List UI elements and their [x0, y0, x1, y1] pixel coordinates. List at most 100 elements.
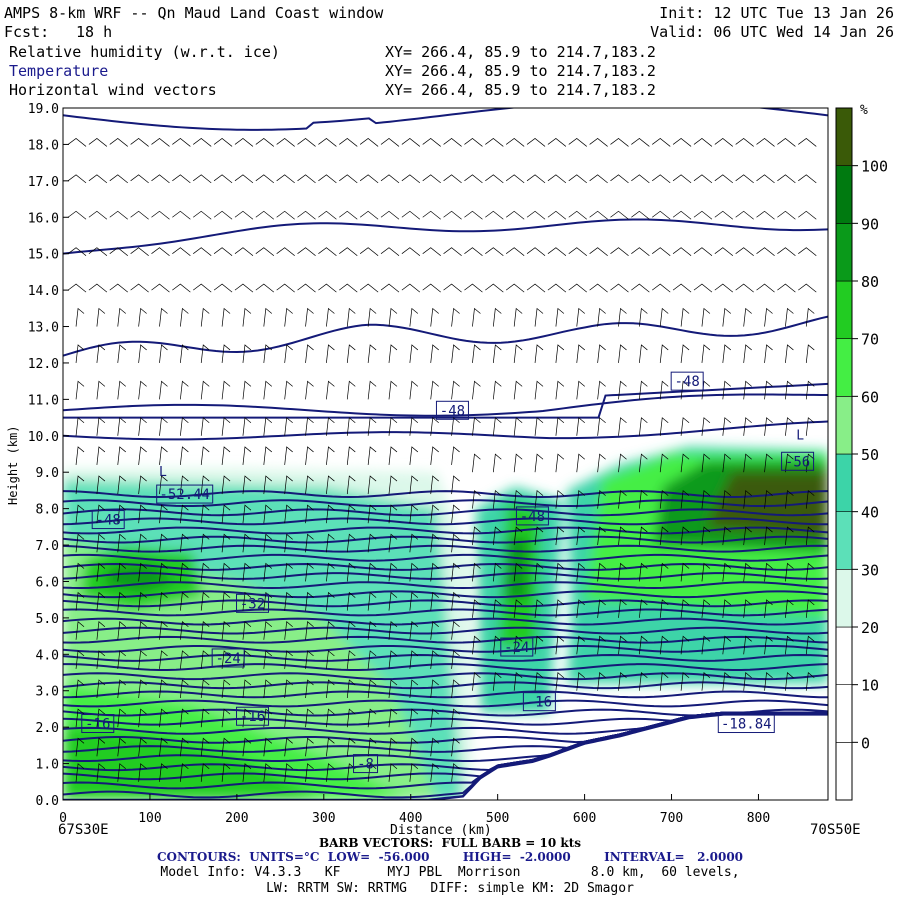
wind-barb	[180, 504, 189, 524]
wind-barb	[159, 708, 168, 728]
wind-barb	[693, 283, 713, 293]
colorbar-band	[835, 165, 853, 224]
colorbar-tick-label: 50	[861, 446, 879, 464]
wind-barb	[213, 283, 233, 293]
wind-barb	[451, 504, 460, 524]
wind-barb	[263, 307, 273, 327]
wind-barb	[297, 247, 316, 256]
wind-barb	[221, 475, 231, 495]
wind-barb	[213, 174, 233, 184]
wind-barb	[576, 307, 585, 327]
wind-barb	[722, 417, 732, 436]
wind-barb	[652, 283, 671, 293]
isotherm-lower-9	[63, 708, 828, 717]
wind-barb	[117, 708, 126, 728]
wind-barb	[472, 599, 481, 618]
wind-barb	[680, 380, 690, 400]
wind-barb	[547, 247, 567, 256]
wind-barb	[359, 174, 379, 184]
wind-barb	[159, 737, 168, 757]
wind-barb	[388, 650, 398, 669]
wind-barb	[589, 137, 608, 147]
wind-barb	[693, 137, 713, 147]
wind-barb	[326, 737, 335, 757]
wind-barb	[367, 533, 377, 553]
wind-barb	[380, 247, 400, 256]
wind-barb	[576, 672, 585, 691]
isotherm-lower-23	[63, 581, 828, 590]
wind-barb	[96, 621, 106, 640]
wind-barb	[743, 562, 752, 582]
wind-barb	[513, 307, 523, 327]
y-tick-label: 0.0	[36, 794, 59, 809]
isotherm-lower-16	[63, 644, 828, 653]
wind-barb	[618, 344, 627, 363]
wind-barb	[451, 533, 460, 553]
wind-barb	[380, 174, 400, 184]
wind-barb	[367, 504, 377, 524]
wind-barb	[701, 489, 711, 509]
colorbar-tick-label: 40	[861, 504, 879, 522]
wind-barb	[472, 562, 481, 582]
wind-barb	[117, 307, 126, 327]
wind-barb	[263, 650, 273, 669]
wind-barb	[242, 621, 252, 640]
wind-barb	[159, 446, 168, 465]
x-tick-label: 700	[660, 811, 683, 826]
colorbar-tick-label: 80	[861, 273, 879, 291]
wind-barb	[555, 562, 565, 582]
wind-barb	[805, 526, 815, 546]
wind-barb	[88, 283, 108, 293]
wind-barb	[568, 210, 587, 220]
isotherm-lower-14	[63, 663, 828, 671]
wind-barb	[221, 679, 231, 699]
wind-barb	[555, 672, 565, 691]
colorbar-tick-label: 90	[861, 215, 879, 233]
wind-barb	[200, 307, 210, 327]
wind-barb	[422, 283, 441, 293]
wind-barb	[735, 174, 754, 184]
wind-barb	[138, 533, 147, 553]
wind-barb	[221, 763, 231, 782]
wind-barb	[75, 763, 85, 782]
wind-barb	[492, 417, 502, 436]
contour-label: -24	[504, 640, 529, 656]
wind-barb	[505, 210, 525, 220]
wind-barb	[639, 599, 648, 618]
wind-barb	[743, 453, 752, 473]
y-tick-label: 13.0	[28, 321, 59, 336]
wind-barb	[117, 650, 126, 669]
x-tick-label: 0	[59, 811, 67, 826]
wind-barb	[117, 417, 126, 436]
wind-barb	[200, 763, 210, 782]
wind-barb	[234, 137, 254, 147]
wind-barb	[180, 737, 189, 757]
wind-barb	[764, 599, 773, 618]
wind-barb	[305, 679, 314, 699]
wind-barb	[297, 137, 316, 147]
wind-barb	[618, 635, 627, 655]
wind-barb	[492, 599, 502, 618]
contour-label-box	[435, 400, 469, 420]
colorbar: 0 10 20 30 40 50 60 70 80 90 100%	[835, 103, 888, 801]
wind-barb	[451, 679, 460, 699]
wind-barb	[631, 283, 650, 293]
wind-barb	[735, 210, 754, 220]
wind-barb	[492, 635, 502, 655]
wind-barb	[639, 635, 648, 655]
wind-barb	[75, 679, 85, 699]
forecast-label: Fcst:	[4, 23, 50, 41]
wind-barb	[555, 489, 565, 509]
wind-barb	[221, 708, 231, 728]
wind-barb	[200, 417, 210, 436]
wind-barb	[284, 562, 293, 582]
wind-barb	[318, 174, 337, 184]
wind-barb	[513, 453, 523, 473]
wind-barb	[159, 380, 168, 400]
wind-barb	[96, 679, 106, 699]
wind-barb	[534, 562, 544, 582]
wind-barb	[618, 599, 627, 618]
wind-barb	[659, 635, 669, 655]
wind-barb	[263, 475, 273, 495]
rh-region-80	[63, 727, 324, 800]
